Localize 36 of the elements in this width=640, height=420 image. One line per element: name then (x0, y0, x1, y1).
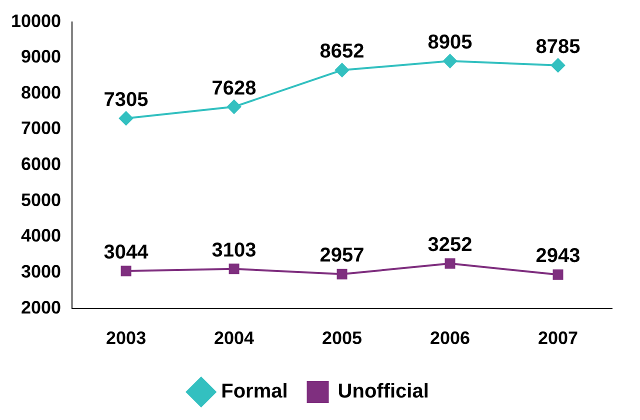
point (228, 264, 240, 274)
x-tick-label: 2003 (106, 328, 146, 348)
data-label: 8652 (320, 40, 364, 63)
y-tick-label: 6000 (21, 154, 62, 174)
point (552, 269, 564, 280)
data-label: 7305 (104, 88, 148, 111)
legend-label: Unofficial (338, 380, 429, 403)
point (335, 63, 350, 78)
y-tick-label: 5000 (21, 190, 62, 210)
data-label: 2943 (536, 245, 580, 268)
x-tick-label: 2007 (538, 328, 578, 348)
y-tick-label: 3000 (21, 262, 62, 282)
point (119, 111, 134, 126)
x-tick-label: 2005 (322, 328, 362, 348)
point (120, 266, 132, 276)
point (336, 268, 348, 280)
point (444, 258, 456, 269)
y-tick-label: 10000 (10, 10, 62, 31)
data-label: 8785 (536, 36, 580, 58)
y-tick-label: 8000 (21, 82, 62, 102)
data-label: 2957 (320, 244, 364, 267)
y-tick-label: 7000 (21, 118, 62, 138)
y-tick-label: 9000 (21, 46, 62, 67)
x-tick-label: 2006 (430, 328, 470, 348)
y-tick-label: 4000 (21, 226, 62, 246)
point (443, 54, 458, 68)
data-label: 3044 (104, 242, 150, 264)
point (551, 58, 566, 72)
point (227, 100, 242, 114)
y-tick-label: 2000 (21, 297, 62, 318)
data-label: 3103 (212, 239, 256, 262)
data-label: 7628 (212, 77, 256, 100)
data-label: 3252 (428, 234, 472, 256)
data-label: 8905 (428, 32, 472, 54)
x-tick-label: 2004 (214, 328, 254, 348)
legend-label: Formal (221, 380, 288, 403)
